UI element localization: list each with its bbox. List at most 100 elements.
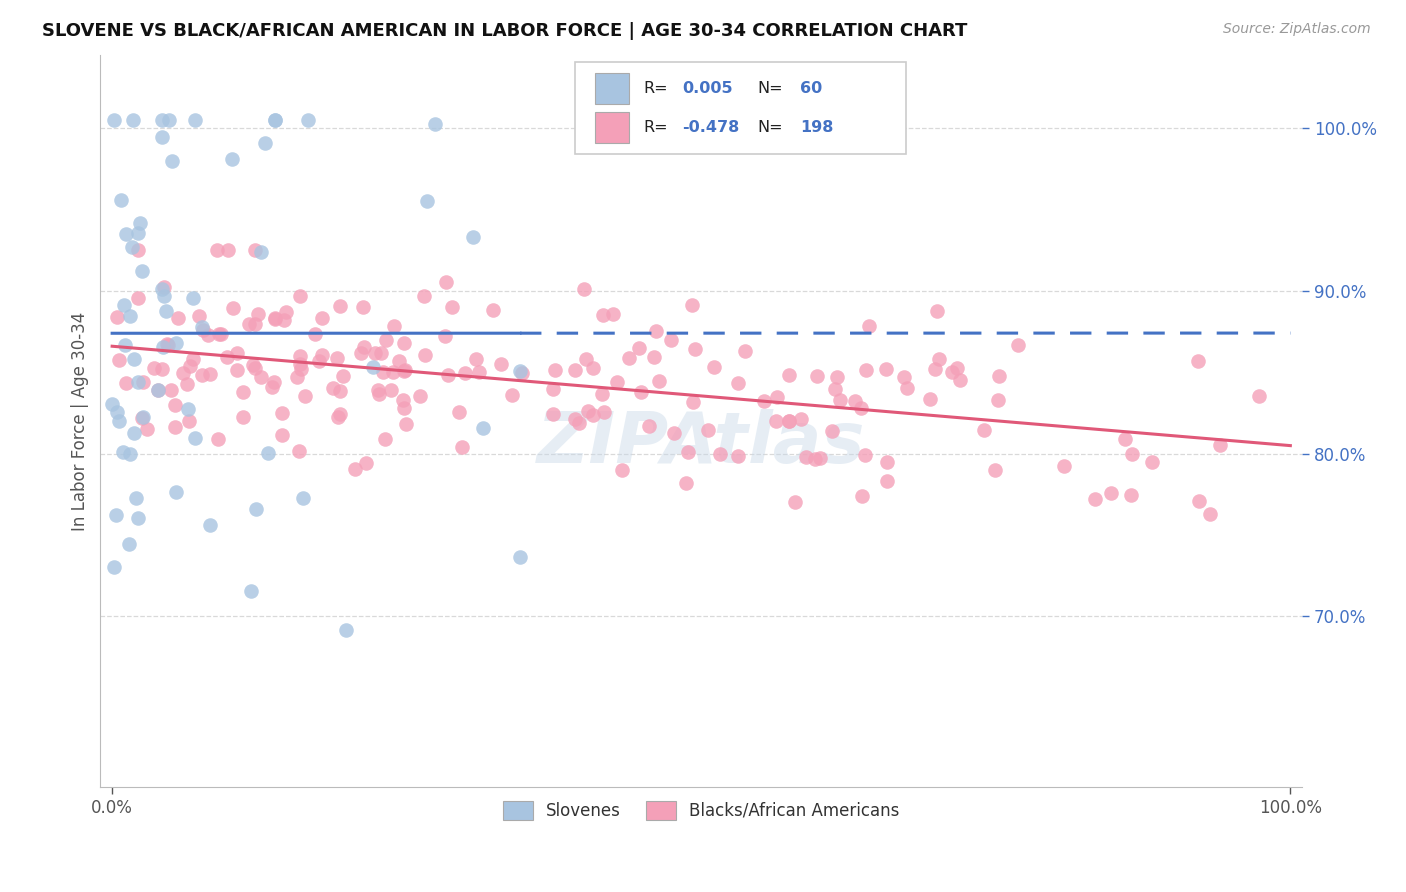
Point bbox=[415, 348, 437, 362]
Point bbox=[127, 375, 149, 389]
Point bbox=[501, 388, 523, 402]
Point bbox=[172, 366, 194, 380]
Point bbox=[382, 365, 405, 379]
Point bbox=[191, 323, 214, 337]
Point bbox=[132, 410, 155, 425]
Point bbox=[177, 401, 200, 416]
Point bbox=[190, 368, 212, 382]
Point bbox=[628, 341, 651, 355]
Bar bbox=[596, 73, 628, 104]
Text: 60: 60 bbox=[800, 81, 823, 96]
Point bbox=[766, 390, 789, 404]
Text: -0.478: -0.478 bbox=[682, 120, 740, 135]
Text: R=: R= bbox=[644, 81, 668, 96]
Point bbox=[176, 377, 198, 392]
Point bbox=[304, 326, 326, 341]
Point bbox=[468, 365, 491, 379]
Point bbox=[876, 474, 898, 488]
Point bbox=[920, 392, 942, 406]
Point bbox=[165, 399, 187, 413]
Point bbox=[257, 446, 280, 460]
Point bbox=[329, 407, 352, 421]
Point bbox=[361, 359, 384, 374]
Point bbox=[593, 405, 616, 419]
Point bbox=[181, 352, 204, 367]
Point bbox=[264, 311, 287, 326]
Point bbox=[108, 353, 131, 368]
Point bbox=[105, 405, 128, 419]
Point bbox=[127, 291, 149, 305]
Point bbox=[370, 346, 392, 360]
Point bbox=[409, 389, 432, 403]
Point bbox=[288, 443, 311, 458]
Point bbox=[115, 376, 138, 390]
Point bbox=[197, 327, 219, 342]
Point bbox=[157, 113, 180, 128]
Point bbox=[136, 422, 159, 436]
Point bbox=[105, 508, 128, 522]
Point bbox=[146, 383, 169, 397]
Point bbox=[129, 216, 152, 230]
Point bbox=[564, 412, 586, 426]
Point bbox=[247, 307, 270, 321]
Text: 0.005: 0.005 bbox=[682, 81, 733, 96]
Point bbox=[592, 308, 614, 322]
Point bbox=[734, 343, 756, 358]
Point bbox=[928, 351, 950, 366]
Point bbox=[1084, 491, 1107, 506]
Point bbox=[675, 476, 697, 491]
Point bbox=[582, 408, 605, 422]
Point bbox=[1121, 488, 1143, 502]
Point bbox=[481, 302, 503, 317]
Point bbox=[329, 384, 352, 399]
Point bbox=[108, 414, 131, 428]
Point bbox=[131, 264, 153, 278]
Text: R=: R= bbox=[644, 120, 668, 135]
Point bbox=[858, 319, 880, 334]
Point bbox=[949, 374, 972, 388]
Point bbox=[103, 559, 125, 574]
Point bbox=[344, 462, 367, 476]
Point bbox=[160, 383, 183, 397]
Point bbox=[254, 136, 277, 150]
Point bbox=[155, 304, 177, 318]
Point bbox=[225, 346, 247, 360]
Point bbox=[153, 279, 176, 293]
Point bbox=[392, 336, 415, 351]
Point bbox=[683, 342, 706, 356]
Point bbox=[541, 407, 564, 421]
Y-axis label: In Labor Force | Age 30-34: In Labor Force | Age 30-34 bbox=[72, 311, 89, 531]
Point bbox=[794, 450, 817, 464]
Point bbox=[765, 414, 787, 428]
Point bbox=[122, 113, 145, 128]
Point bbox=[122, 351, 145, 366]
Point bbox=[200, 367, 222, 381]
Point bbox=[876, 455, 898, 469]
Point bbox=[413, 288, 436, 302]
Point bbox=[264, 113, 287, 128]
Point bbox=[630, 385, 652, 400]
Point bbox=[118, 537, 141, 551]
Point bbox=[271, 406, 294, 420]
Point bbox=[287, 370, 309, 384]
Point bbox=[308, 354, 330, 368]
Point bbox=[440, 300, 463, 314]
Point bbox=[188, 310, 211, 324]
Point bbox=[150, 113, 173, 128]
Point bbox=[682, 395, 704, 409]
Point bbox=[973, 423, 995, 437]
Point bbox=[778, 414, 800, 428]
Point bbox=[648, 374, 671, 388]
Point bbox=[332, 369, 354, 384]
Point bbox=[152, 340, 174, 354]
Point bbox=[434, 328, 457, 343]
Point bbox=[645, 324, 668, 338]
Point bbox=[103, 113, 125, 128]
Point bbox=[142, 360, 165, 375]
Point bbox=[243, 317, 266, 331]
Point bbox=[591, 386, 613, 401]
Point bbox=[509, 550, 531, 565]
Point bbox=[804, 452, 827, 467]
Bar bbox=[596, 112, 628, 143]
Point bbox=[778, 414, 800, 428]
